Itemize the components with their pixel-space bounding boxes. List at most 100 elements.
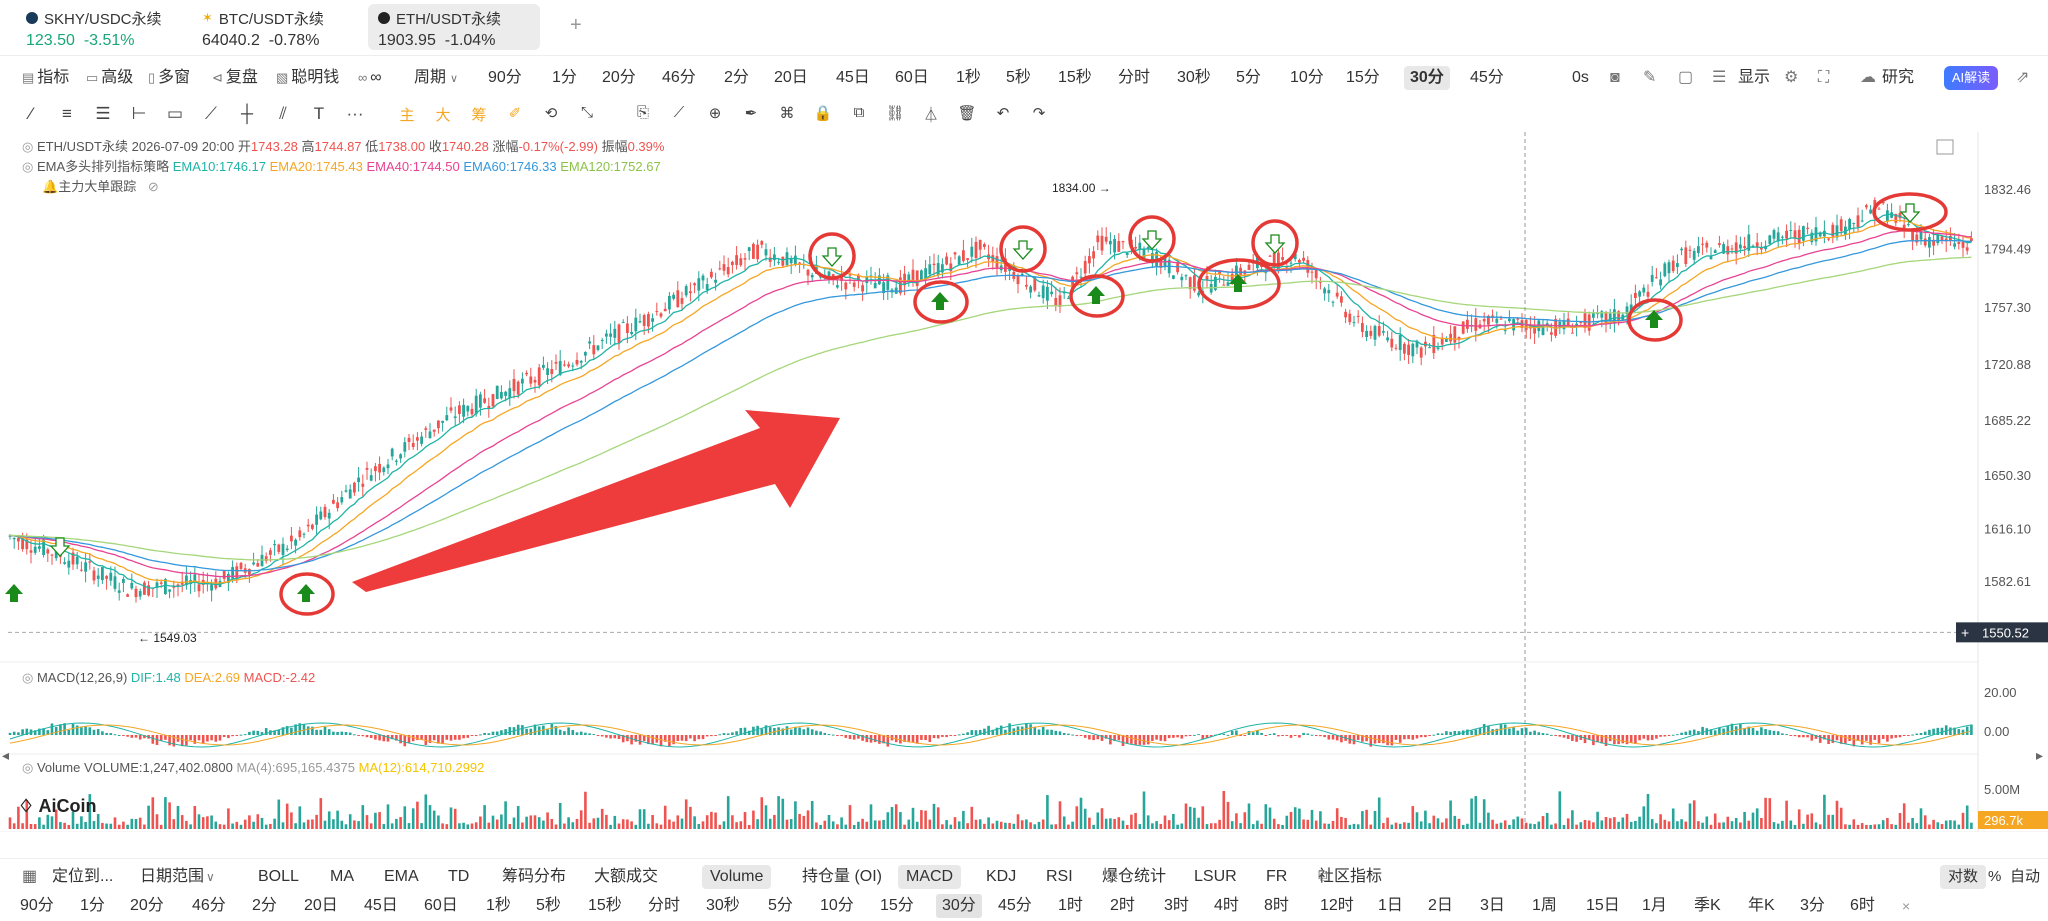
overlay-3[interactable]: TD (448, 868, 470, 885)
tab-btc[interactable]: ✶ BTC/USDT永续 64040.2 -0.78% (192, 4, 362, 50)
overlay-1[interactable]: MA (330, 868, 354, 885)
sub-indicator-1[interactable]: 持仓量 (OI) (802, 868, 882, 885)
bottom-period-26[interactable]: 3日 (1480, 897, 1505, 914)
bottom-period-6[interactable]: 45日 (364, 897, 398, 914)
ruler-icon[interactable]: ⟋ (673, 104, 685, 121)
period-15[interactable]: 15分 (1346, 69, 1380, 86)
scroll-left-icon[interactable]: ◂ (2, 748, 9, 764)
marker-icon[interactable]: ✐ (508, 105, 522, 122)
period-2[interactable]: 20分 (602, 69, 636, 86)
hline-icon[interactable]: ≡ (62, 104, 72, 123)
bottom-period-12[interactable]: 30秒 (706, 897, 740, 914)
replay-icon[interactable]: ⟲ (544, 105, 558, 122)
bottom-period-17[interactable]: 45分 (998, 897, 1032, 914)
link-icon[interactable]: ⛓ (885, 105, 905, 122)
bottom-period-15[interactable]: 15分 (880, 897, 914, 914)
locate-button[interactable]: 定位到... (52, 868, 114, 885)
overlay-2[interactable]: EMA (384, 868, 419, 885)
lock-icon[interactable]: 🔒 (813, 105, 833, 122)
period-1[interactable]: 1分 (552, 69, 577, 86)
macd-collapse-icon[interactable]: ◎ (22, 670, 34, 685)
copy-icon[interactable]: ⎘ (636, 104, 649, 121)
parallel-icon[interactable]: ☰ (95, 104, 111, 123)
hide-eye-icon[interactable]: ⊘ (147, 179, 159, 194)
toolbar-item-6[interactable]: 周期 ∨ (414, 66, 458, 90)
bottom-period-31[interactable]: 年K (1748, 897, 1775, 914)
tab-eth[interactable]: ETH/USDT永续 1903.95 -1.04% (368, 4, 540, 50)
period-14[interactable]: 10分 (1290, 69, 1324, 86)
legend-eye-icon[interactable]: ◎ (22, 139, 34, 154)
rect-icon[interactable]: ▭ (166, 104, 184, 123)
period-0[interactable]: 90分 (488, 69, 522, 86)
period-4[interactable]: 2分 (724, 69, 749, 86)
paint-icon[interactable]: ✒ (744, 105, 758, 122)
period-17[interactable]: 45分 (1470, 69, 1504, 86)
bottom-period-14[interactable]: 10分 (820, 897, 854, 914)
bottom-period-4[interactable]: 2分 (252, 897, 277, 914)
bottom-period-8[interactable]: 1秒 (486, 897, 511, 914)
redo-icon[interactable]: ↷ (1032, 105, 1046, 122)
text-icon[interactable]: T (313, 104, 325, 123)
bottom-period-18[interactable]: 1时 (1058, 897, 1083, 914)
sub-indicator-7[interactable]: FR (1266, 868, 1288, 885)
expand-icon[interactable]: ▢ (1678, 69, 1694, 86)
period-9[interactable]: 5秒 (1006, 69, 1031, 86)
sub-indicator-0[interactable]: Volume (702, 865, 772, 889)
fullscreen-icon[interactable]: ⛶ (1818, 69, 1830, 86)
bottom-period-9[interactable]: 5秒 (536, 897, 561, 914)
chip-icon[interactable]: 筹 (471, 107, 487, 124)
scroll-right-icon[interactable]: ▸ (2036, 748, 2043, 764)
period-6[interactable]: 45日 (836, 69, 870, 86)
toolbar-item-4[interactable]: ▧ 聪明钱 (276, 66, 339, 90)
gear-icon[interactable]: ⚙ (1784, 69, 1799, 86)
date-range-button[interactable]: 日期范围 (140, 868, 205, 885)
main-icon[interactable]: 主 (399, 107, 415, 124)
zoom-icon[interactable]: ⊕ (708, 105, 722, 122)
big-icon[interactable]: 大 (435, 107, 451, 124)
bottom-period-25[interactable]: 2日 (1428, 897, 1453, 914)
layers-icon[interactable]: ⧉ (853, 104, 865, 121)
bottom-period-16[interactable]: 30分 (936, 894, 982, 918)
fib-icon[interactable]: ⫽ (279, 104, 287, 123)
bottom-period-0[interactable]: 90分 (20, 897, 54, 914)
scale-option-0[interactable]: 对数 (1940, 865, 1987, 889)
research-label[interactable]: 研究 (1882, 69, 1915, 86)
add-order-icon[interactable]: + (1961, 624, 1969, 640)
brush-icon[interactable]: ⤡ (580, 104, 593, 121)
bottom-period-3[interactable]: 46分 (192, 897, 226, 914)
scale-option-1[interactable]: % (1988, 868, 2002, 885)
bottom-period-11[interactable]: 分时 (648, 897, 681, 914)
toolbar-item-3[interactable]: ⊲ 复盘 (212, 66, 258, 90)
bottom-period-10[interactable]: 15秒 (588, 897, 622, 914)
bottom-period-5[interactable]: 20日 (304, 897, 338, 914)
bottom-period-29[interactable]: 1月 (1642, 897, 1667, 914)
overlay-4[interactable]: 筹码分布 (502, 868, 567, 885)
toolbar-item-2[interactable]: ▯ 多窗 (148, 66, 190, 90)
bottom-period-28[interactable]: 15日 (1586, 897, 1620, 914)
pen-icon[interactable]: ✎ (1643, 69, 1657, 86)
period-5[interactable]: 20日 (774, 69, 808, 86)
toolbar-item-0[interactable]: ▤ 指标 (22, 66, 69, 90)
vline-icon[interactable]: ┼ (240, 104, 254, 123)
sub-indicator-2[interactable]: MACD (898, 865, 962, 889)
bottom-period-22[interactable]: 8时 (1264, 897, 1289, 914)
bottom-period-30[interactable]: 季K (1694, 897, 1721, 914)
camera-icon[interactable]: ◙ (1610, 69, 1620, 86)
display-icon[interactable]: ☰ (1712, 69, 1727, 86)
filter-icon[interactable]: ⏃ (923, 107, 939, 124)
toolbar-item-1[interactable]: ▭ 高级 (86, 66, 133, 90)
period-3[interactable]: 46分 (662, 69, 696, 86)
bottom-period-1[interactable]: 1分 (80, 897, 105, 914)
bottom-period-19[interactable]: 2时 (1110, 897, 1135, 914)
draw-line-icon[interactable]: ⁄ (29, 104, 33, 123)
period-16[interactable]: 30分 (1404, 66, 1450, 90)
toolbar-item-5[interactable]: ∞ ∞ (358, 66, 382, 90)
period-13[interactable]: 5分 (1236, 69, 1261, 86)
bottom-period-34[interactable]: × (1902, 898, 1911, 914)
overlay-0[interactable]: BOLL (258, 868, 299, 885)
period-11[interactable]: 分时 (1118, 69, 1151, 86)
community-icon[interactable]: ⧉ (1318, 868, 1330, 885)
ema-eye-icon[interactable]: ◎ (22, 159, 34, 174)
sub-indicator-5[interactable]: 爆仓统计 (1102, 868, 1167, 885)
ray-icon[interactable]: ⊢ (131, 104, 147, 123)
